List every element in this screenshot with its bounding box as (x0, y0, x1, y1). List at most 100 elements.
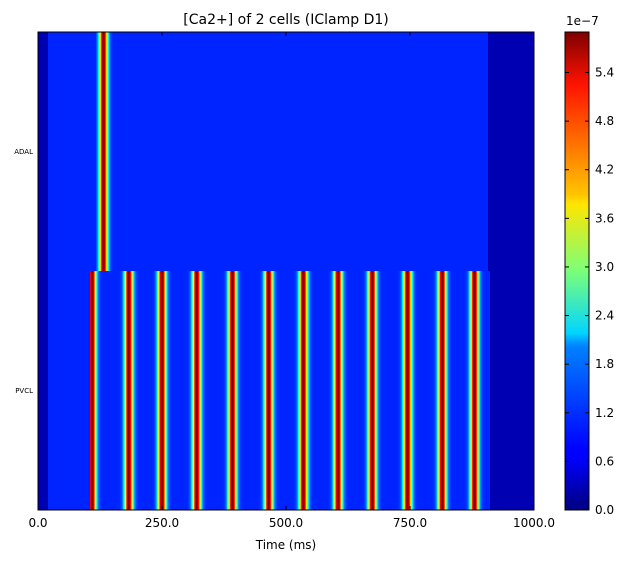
heatmap-cell (371, 32, 373, 271)
heatmap-cell (116, 271, 118, 510)
heatmap-cell (109, 271, 111, 510)
heatmap-cell (46, 271, 48, 510)
heatmap-cell (530, 32, 532, 271)
heatmap-cell (48, 271, 50, 510)
heatmap-cell (78, 32, 80, 271)
heatmap-cell (511, 32, 513, 271)
heatmap-cell (255, 32, 257, 271)
heatmap-cell (363, 271, 365, 510)
heatmap-cell (335, 271, 337, 510)
heatmap-cell (447, 271, 449, 510)
heatmap-cell (84, 32, 86, 271)
heatmap-cell (354, 32, 356, 271)
heatmap-cell (150, 32, 152, 271)
heatmap-cell (114, 32, 116, 271)
heatmap-cell (337, 271, 339, 510)
heatmap-cell (452, 271, 454, 510)
heatmap-cell (275, 32, 277, 271)
heatmap-cell (207, 32, 209, 271)
heatmap-cell (404, 271, 406, 510)
heatmap-cell (490, 271, 492, 510)
colorbar-tick-label: 2.4 (595, 309, 614, 323)
heatmap-cell (186, 271, 188, 510)
heatmap-cell (157, 271, 159, 510)
heatmap-cell (249, 32, 251, 271)
heatmap-cell (515, 32, 517, 271)
heatmap-cell (461, 32, 463, 271)
heatmap-cell (297, 271, 299, 510)
heatmap-cell (276, 32, 278, 271)
heatmap-cell (516, 271, 518, 510)
heatmap-cell (400, 271, 402, 510)
heatmap-cell (392, 271, 394, 510)
heatmap-cell (487, 271, 489, 510)
heatmap-cell (421, 32, 423, 271)
heatmap-cell (124, 32, 126, 271)
colorbar (565, 32, 589, 510)
heatmap-cell (509, 271, 511, 510)
heatmap-cell (336, 271, 338, 510)
heatmap-cell (124, 271, 126, 510)
heatmap-cell (191, 32, 193, 271)
heatmap-cell (249, 271, 251, 510)
heatmap-cell (187, 271, 189, 510)
heatmap-cell (106, 32, 108, 271)
heatmap-cell (452, 32, 454, 271)
heatmap-cell (40, 32, 42, 271)
heatmap-cell (318, 32, 320, 271)
heatmap-cell (227, 271, 229, 510)
heatmap-cell (325, 32, 327, 271)
heatmap-cell (429, 271, 431, 510)
heatmap-cell (52, 32, 54, 271)
heatmap-cell (500, 271, 502, 510)
heatmap-cell (119, 271, 121, 510)
heatmap-cell (366, 271, 368, 510)
heatmap-cell (437, 32, 439, 271)
heatmap-cell (529, 32, 531, 271)
heatmap-cell (203, 32, 205, 271)
heatmap-cell (434, 32, 436, 271)
heatmap-cell (417, 271, 419, 510)
heatmap-cell (180, 32, 182, 271)
heatmap-cell (525, 32, 527, 271)
heatmap-cell (94, 271, 96, 510)
heatmap-cell (161, 271, 163, 510)
heatmap-cell (151, 271, 153, 510)
heatmap-cell (333, 271, 335, 510)
heatmap-cell (176, 32, 178, 271)
heatmap-cell (349, 32, 351, 271)
heatmap-cell (498, 271, 500, 510)
heatmap-cell (470, 32, 472, 271)
heatmap-cell (360, 32, 362, 271)
heatmap-cell (524, 32, 526, 271)
heatmap-cell (44, 32, 46, 271)
heatmap-cell (493, 271, 495, 510)
heatmap-cell (329, 32, 331, 271)
heatmap-cell (201, 32, 203, 271)
heatmap-cell (439, 32, 441, 271)
heatmap-cell (92, 271, 94, 510)
heatmap-cell (360, 271, 362, 510)
heatmap-cell (234, 32, 236, 271)
heatmap-cell (459, 32, 461, 271)
heatmap-cell (114, 271, 116, 510)
heatmap-cell (451, 32, 453, 271)
heatmap-cell (397, 271, 399, 510)
heatmap-cell (82, 32, 84, 271)
heatmap-cell (164, 32, 166, 271)
heatmap-cell (169, 32, 171, 271)
heatmap-cell (122, 32, 124, 271)
heatmap-cell (349, 271, 351, 510)
heatmap-cell (450, 271, 452, 510)
heatmap-cell (117, 32, 119, 271)
heatmap-cell (388, 271, 390, 510)
heatmap-cell (221, 32, 223, 271)
heatmap-cell (131, 271, 133, 510)
heatmap-cell (218, 271, 220, 510)
heatmap-cell (111, 271, 113, 510)
heatmap-cell (195, 32, 197, 271)
heatmap-cell (129, 32, 131, 271)
heatmap-cell (279, 271, 281, 510)
heatmap-cell (173, 271, 175, 510)
heatmap-cell (480, 32, 482, 271)
